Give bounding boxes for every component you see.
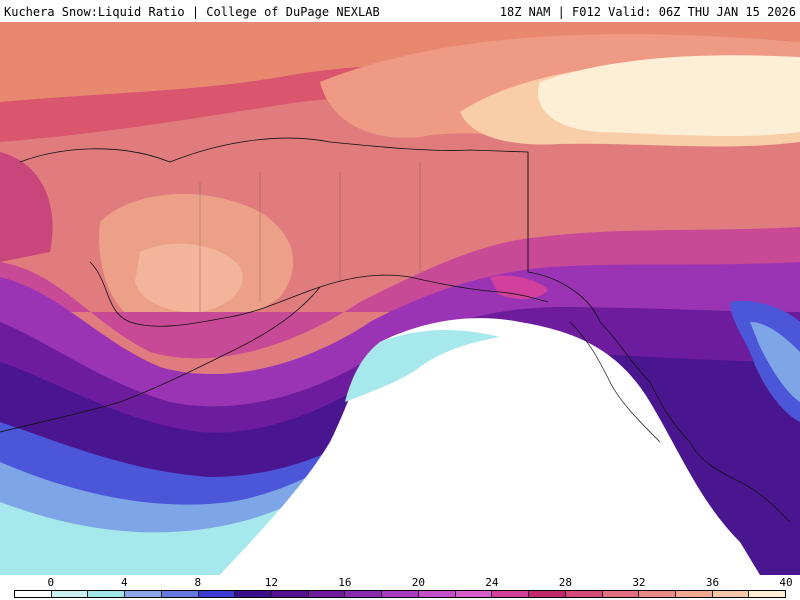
yukon-pink-pocket [490,275,548,299]
colorbar-tick-label: 0 [47,576,55,589]
colorbar-tick-label: 32 [632,576,646,589]
colorbar-swatch [235,591,273,597]
model-run-title: 18Z NAM | F012 Valid: 06Z THU JAN 15 202… [499,5,796,19]
band-cream [538,55,800,137]
colorbar-swatch [418,591,456,597]
colorbar-tick-label: 4 [120,576,128,589]
colorbar-tick-label: 16 [338,576,352,589]
coastline-north [19,137,791,523]
gulf-cyan-edge [345,330,500,402]
colorbar-swatch [88,591,126,597]
borough-lines [199,162,421,312]
colorbar-tick-label: 20 [411,576,425,589]
colorbar-swatch [51,591,89,597]
colorbar-tick-label: 12 [264,576,278,589]
coastline-south [89,261,549,327]
interior-light [135,243,243,313]
colorbar-tick-labels: 0 4 8 12 16 20 24 28 32 36 40 [0,576,800,589]
colorbar-swatch [125,591,162,597]
colorbar-swatch [345,591,383,597]
colorbar-tick-label: 28 [558,576,573,589]
colorbar-swatch [675,591,713,597]
band-magenta [0,227,800,359]
colorbar-swatch [161,591,199,597]
colorbar-tick-label: 40 [779,576,793,589]
colorbar-tick-label: 36 [705,576,720,589]
colorbar-swatch [455,591,493,597]
snow-ratio-map [0,22,800,575]
bc-light-blue [750,322,800,402]
colorbar-swatch [565,591,603,597]
colorbar-swatch [749,591,786,597]
colorbar-swatch [382,591,419,597]
gulf-ocean [220,318,760,575]
colorbar-tick-label: 8 [194,576,202,589]
map-canvas [0,22,800,575]
bc-blue [730,301,800,422]
colorbar-swatch [308,591,346,597]
colorbar-swatch [529,591,566,597]
product-title: Kuchera Snow:Liquid Ratio | College of D… [4,5,380,19]
colorbar-legend [14,590,786,598]
colorbar-swatch [15,591,52,597]
west-magenta [0,152,53,262]
aleutian-arc [0,286,321,433]
colorbar-swatch [272,591,309,597]
colorbar-swatch [639,591,676,597]
colorbar-swatch [492,591,530,597]
panhandle-coast [569,321,661,443]
colorbar-swatch [712,591,750,597]
map-header: Kuchera Snow:Liquid Ratio | College of D… [0,0,800,22]
colorbar-swatch [198,591,236,597]
colorbar-swatch [602,591,640,597]
colorbar-tick-label: 24 [485,576,499,589]
